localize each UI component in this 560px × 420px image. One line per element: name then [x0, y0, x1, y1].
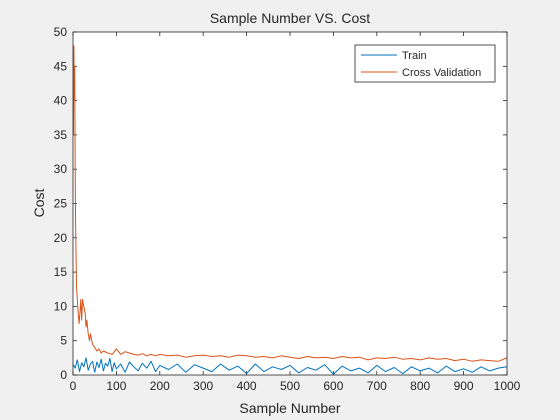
chart-title: Sample Number VS. Cost — [210, 10, 370, 26]
x-axis-label: Sample Number — [239, 400, 340, 416]
y-tick-label: 10 — [54, 299, 68, 313]
y-tick-label: 45 — [54, 59, 68, 73]
y-tick-label: 0 — [60, 368, 67, 382]
x-tick-label: 700 — [367, 379, 387, 393]
x-tick-label: 0 — [70, 379, 77, 393]
x-tick-label: 1000 — [494, 379, 521, 393]
legend-label-cross-validation: Cross Validation — [402, 67, 481, 79]
series-line-train — [72, 357, 508, 375]
legend: Train Cross Validation — [354, 44, 496, 83]
y-tick-label: 5 — [60, 334, 67, 348]
y-tick-label: 20 — [54, 231, 68, 245]
x-tick-label: 500 — [280, 379, 300, 393]
y-tick-label: 25 — [54, 197, 68, 211]
y-axis-label: Cost — [31, 189, 47, 218]
y-tick-label: 35 — [54, 128, 68, 142]
y-tick-label: 40 — [54, 94, 68, 108]
x-axis-ticks: 0 100 200 300 400 500 600 700 800 900 1000 — [70, 32, 521, 393]
x-tick-label: 900 — [454, 379, 474, 393]
legend-box — [354, 44, 496, 83]
y-axis-ticks: 0 5 10 15 20 25 30 35 40 45 50 — [54, 25, 507, 382]
x-tick-label: 800 — [410, 379, 430, 393]
series-layer — [72, 45, 508, 375]
plot-area — [73, 32, 507, 375]
x-tick-label: 400 — [237, 379, 257, 393]
x-tick-label: 100 — [106, 379, 126, 393]
y-tick-label: 15 — [54, 265, 68, 279]
x-tick-label: 300 — [193, 379, 213, 393]
y-tick-label: 50 — [54, 25, 68, 39]
legend-label-train: Train — [402, 50, 427, 62]
plot-frame — [72, 31, 508, 376]
x-tick-label: 200 — [150, 379, 170, 393]
x-tick-label: 600 — [323, 379, 343, 393]
y-tick-label: 30 — [54, 162, 68, 176]
series-line-cross-validation — [72, 45, 508, 362]
